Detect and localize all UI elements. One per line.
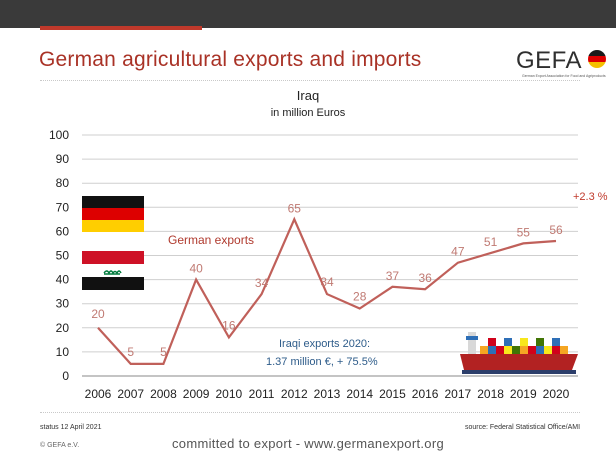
- chart-subtitle: in million Euros: [270, 107, 346, 119]
- x-tick-label: 2012: [281, 387, 308, 401]
- data-label: 55: [517, 225, 531, 239]
- iraqi-flag-icon: [82, 251, 144, 290]
- y-tick-label: 40: [56, 273, 70, 287]
- top-accent-bar: [40, 26, 202, 30]
- y-tick-label: 70: [56, 200, 70, 214]
- gefa-logo-text: GEFA: [516, 47, 583, 74]
- y-tick-label: 30: [56, 297, 70, 311]
- y-tick-label: 90: [56, 152, 70, 166]
- chart-grid: [82, 134, 578, 377]
- x-tick-label: 2006: [85, 387, 112, 401]
- iraqi-exports-annotation-line1: Iraqi exports 2020:: [279, 338, 370, 350]
- german-flag-circle-icon: [588, 50, 606, 68]
- data-label: 5: [127, 345, 134, 359]
- data-label: 28: [353, 290, 367, 304]
- y-tick-label: 80: [56, 176, 70, 190]
- x-tick-label: 2010: [216, 387, 243, 401]
- x-tick-label: 2007: [117, 387, 144, 401]
- x-tick-label: 2011: [249, 387, 275, 401]
- copyright: © GEFA e.V.: [40, 442, 80, 449]
- y-tick-label: 50: [56, 249, 70, 263]
- data-label: 51: [484, 235, 498, 249]
- y-tick-label: 20: [56, 321, 70, 335]
- page-title: German agricultural exports and imports: [39, 48, 422, 71]
- x-tick-label: 2008: [150, 387, 177, 401]
- footer-divider: [40, 412, 580, 413]
- data-label: 34: [255, 276, 269, 290]
- growth-annotation: +2.3 %: [573, 191, 608, 203]
- y-tick-label: 100: [49, 128, 69, 142]
- y-tick-label: 60: [56, 224, 70, 238]
- status-date: status 12 April 2021: [40, 424, 102, 431]
- top-bar: [0, 0, 616, 28]
- x-tick-label: 2020: [543, 387, 570, 401]
- data-label: 34: [320, 275, 334, 289]
- footer-slogan: committed to export - www.germanexport.o…: [172, 436, 444, 451]
- german-exports-line: [97, 216, 557, 365]
- x-tick-label: 2017: [445, 387, 472, 401]
- x-tick-label: 2014: [346, 387, 373, 401]
- x-tick-label: 2009: [183, 387, 210, 401]
- gefa-logo-subtext: German Export Association for Food and A…: [522, 74, 606, 78]
- data-label: 5: [160, 345, 167, 359]
- data-label: 40: [189, 262, 203, 276]
- data-label: 16: [222, 318, 236, 332]
- data-label: 65: [288, 201, 302, 215]
- series-label-german-exports: German exports: [168, 233, 254, 247]
- iraqi-exports-annotation-line2: 1.37 million €, + 75.5%: [266, 356, 378, 368]
- y-tick-label: 10: [56, 345, 70, 359]
- x-tick-label: 2015: [379, 387, 406, 401]
- gefa-logo: GEFA German Export Association for Food …: [516, 47, 608, 81]
- data-label: 20: [91, 307, 105, 321]
- y-tick-label: 0: [62, 369, 69, 383]
- x-tick-label: 2018: [477, 387, 504, 401]
- german-flag-icon: [82, 196, 144, 232]
- x-axis-ticks: 2006 2007 2008 2009 2010 2011 2012 2013 2014 2015…: [85, 387, 570, 401]
- data-source: source: Federal Statistical Office/AMI: [465, 424, 581, 431]
- x-tick-label: 2016: [412, 387, 439, 401]
- container-ship-icon: [460, 332, 578, 374]
- header-divider: [40, 80, 580, 81]
- data-label: 56: [549, 223, 563, 237]
- data-label: 36: [418, 271, 432, 285]
- data-label: 37: [386, 269, 400, 283]
- x-tick-label: 2013: [314, 387, 341, 401]
- y-axis-ticks: 0 10 20 30 40 50 60 70 80 90 100: [49, 128, 69, 383]
- chart-title: Iraq: [296, 88, 320, 103]
- data-label: 47: [451, 245, 465, 259]
- x-tick-label: 2019: [510, 387, 537, 401]
